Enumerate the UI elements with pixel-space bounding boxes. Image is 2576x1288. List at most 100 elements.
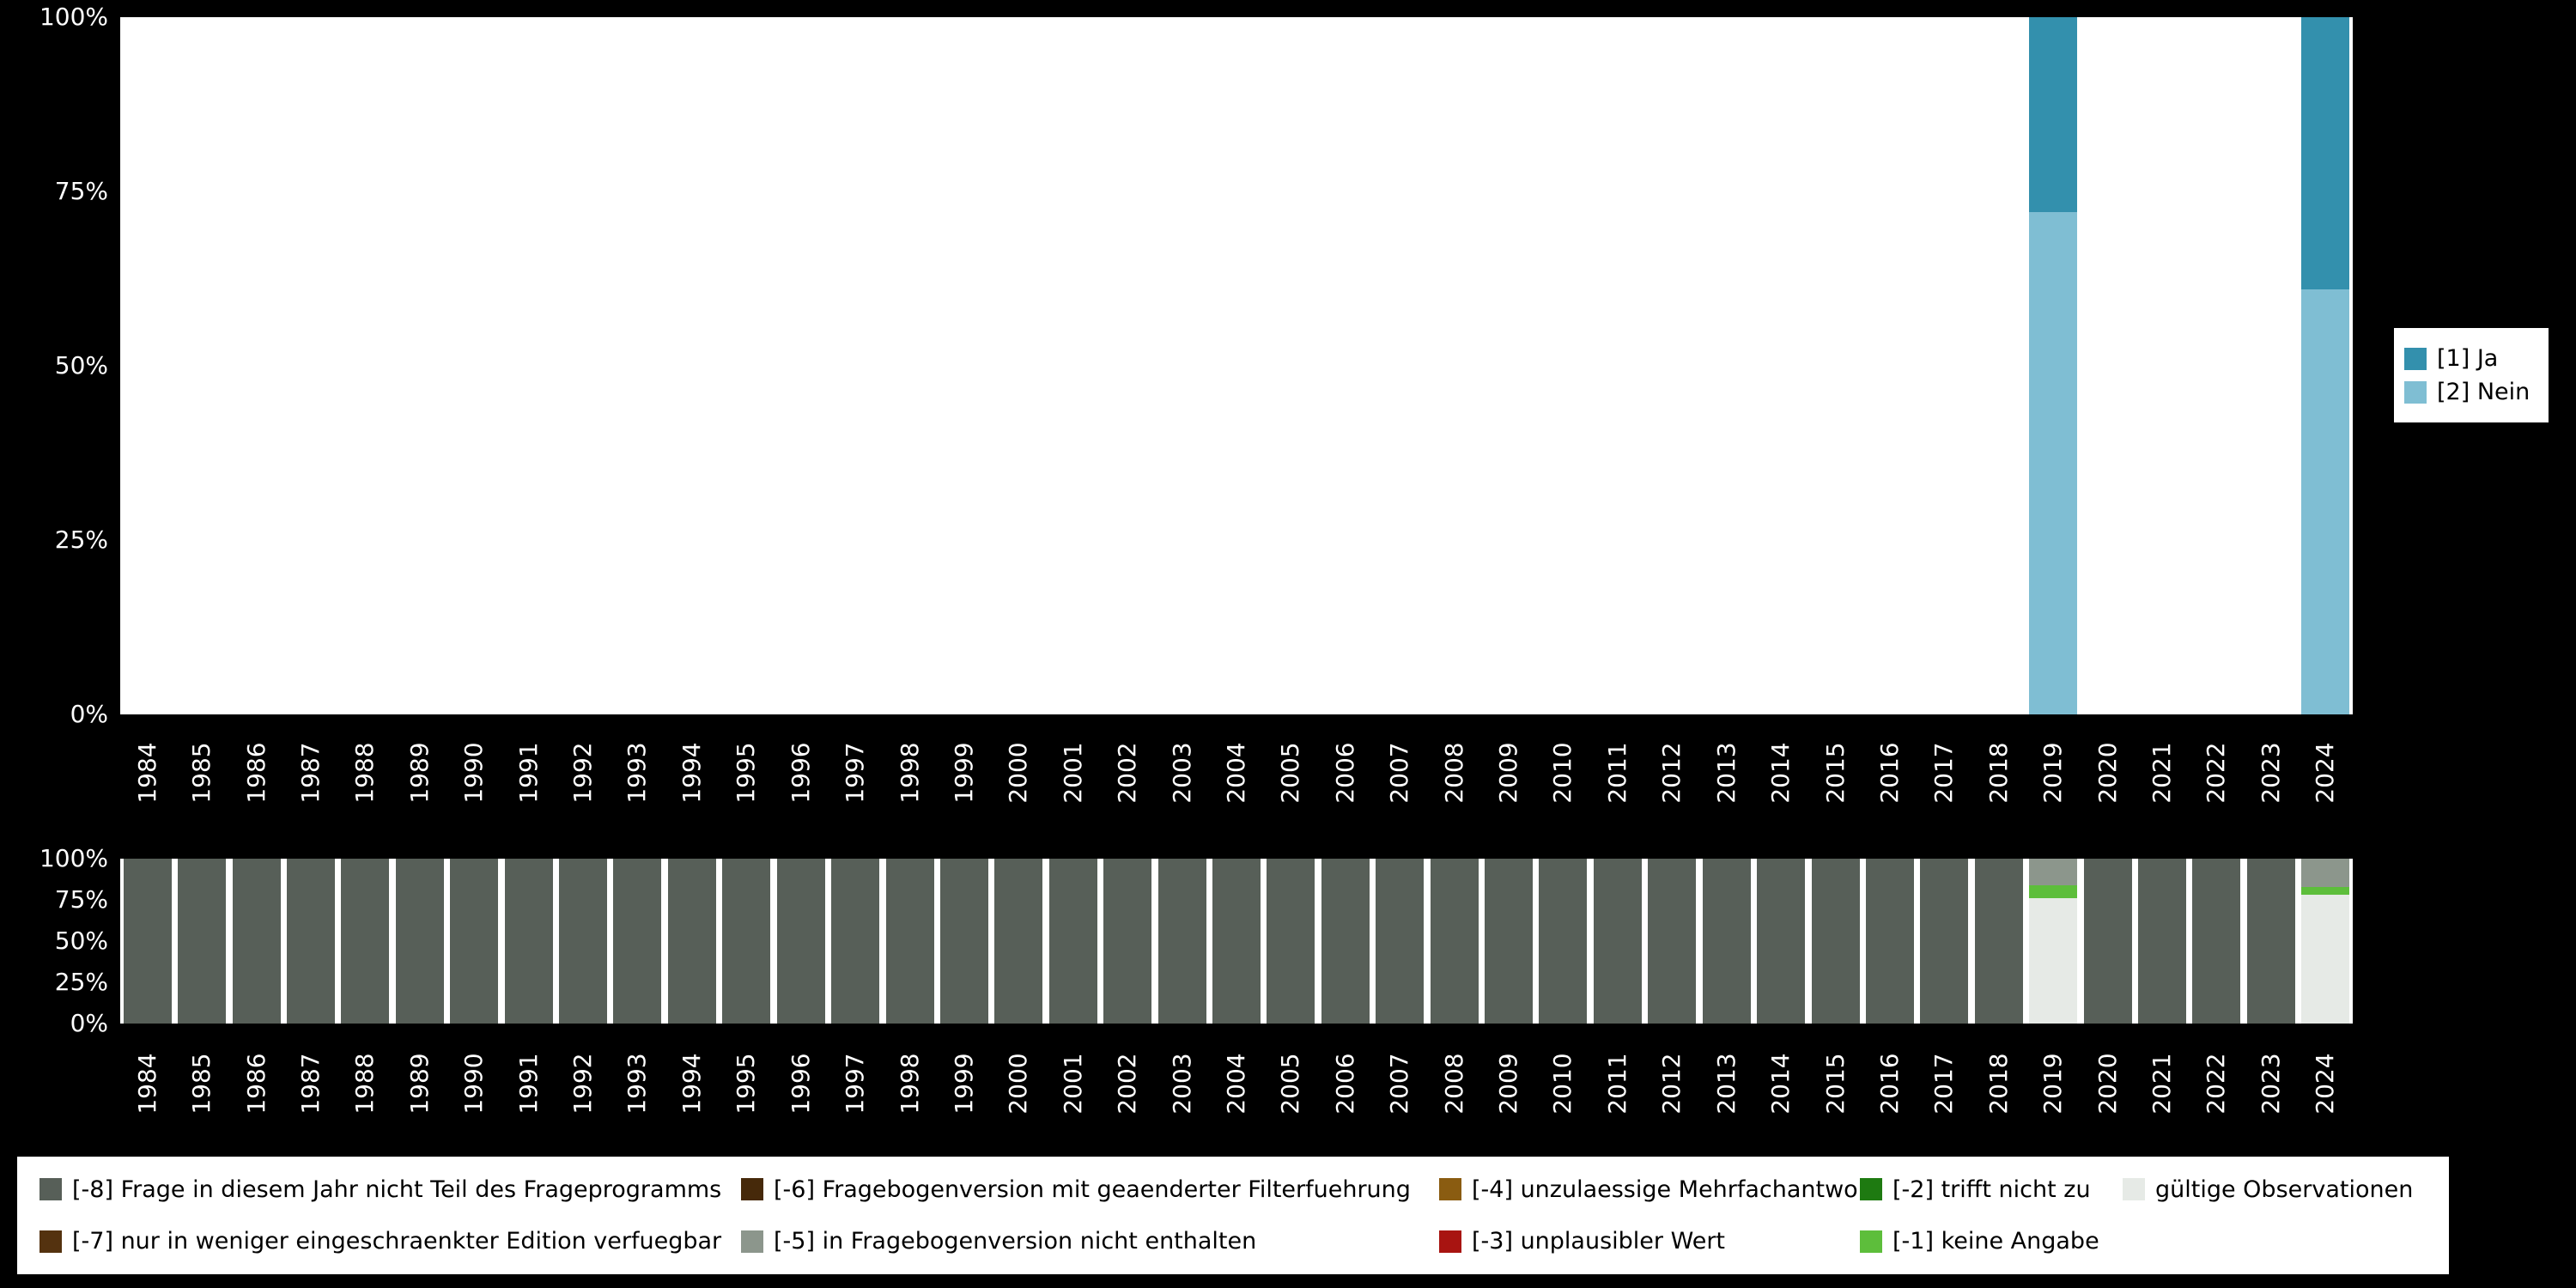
missings-legend-label: [-5] in Fragebogenversion nicht enthalte… (774, 1228, 1257, 1255)
x-axis-tick-label: 2020 (2093, 1053, 2122, 1115)
missings-legend-label: [-2] trifft nicht zu (1893, 1176, 2091, 1203)
y-axis-tick-label: 50% (54, 927, 108, 955)
bar-segment (123, 859, 172, 1024)
x-axis-tick-label: 1997 (841, 1053, 870, 1115)
answers-plot-area (120, 17, 2353, 714)
bar-segment (885, 859, 934, 1024)
x-axis-tick-label: 2006 (1330, 1053, 1359, 1115)
bar-segment (2192, 859, 2241, 1024)
missings-plot-area (120, 859, 2353, 1024)
x-axis-tick-label: 1988 (350, 742, 380, 804)
x-axis-tick-label: 1992 (568, 742, 598, 804)
x-axis-tick-label: 1989 (404, 1053, 434, 1115)
bar-segment (1321, 859, 1370, 1024)
x-axis-tick-label: 1998 (895, 742, 924, 804)
bar-segment (1212, 859, 1261, 1024)
missings-legend-item: gültige Observationen (2123, 1176, 2427, 1203)
x-axis-tick-label: 2014 (1766, 1053, 1795, 1115)
x-axis-tick-label: 2012 (1657, 1053, 1686, 1115)
bar-segment (2083, 859, 2132, 1024)
x-axis-tick-label: 2012 (1657, 742, 1686, 804)
missings-legend: [-8] Frage in diesem Jahr nicht Teil des… (17, 1157, 2449, 1274)
x-axis-tick-label: 1988 (350, 1053, 380, 1115)
answers-legend-item: [2] Nein (2404, 379, 2538, 405)
x-axis-tick-label: 2016 (1874, 1053, 1904, 1115)
missings-legend-item: [-7] nur in weniger eingeschraenkter Edi… (39, 1228, 741, 1255)
x-axis-tick-label: 2022 (2202, 1053, 2231, 1115)
x-axis-tick-label: 1987 (295, 1053, 325, 1115)
bar-segment (776, 859, 825, 1024)
bar-segment (1757, 859, 1806, 1024)
x-axis-tick-label: 1993 (623, 1053, 652, 1115)
bar-segment (1539, 859, 1588, 1024)
x-axis-tick-label: 1994 (677, 1053, 706, 1115)
bar-segment (831, 859, 880, 1024)
x-axis-tick-label: 2001 (1058, 742, 1087, 804)
missings-legend-label: [-6] Fragebogenversion mit geaenderter F… (774, 1176, 1411, 1203)
legend-swatch-icon (2123, 1178, 2145, 1201)
x-axis-tick-label: 1999 (949, 742, 978, 804)
x-axis-tick-label: 2000 (1004, 742, 1033, 804)
x-axis-tick-label: 1987 (295, 742, 325, 804)
missings-legend-label: [-3] unplausibler Wert (1472, 1228, 1726, 1255)
answers-legend: [1] Ja [2] Nein (2394, 328, 2549, 422)
x-axis-tick-label: 2015 (1820, 1053, 1850, 1115)
missings-legend-label: gültige Observationen (2155, 1176, 2414, 1203)
x-axis-tick-label: 1999 (949, 1053, 978, 1115)
bar-segment (559, 859, 608, 1024)
bar-segment (1376, 859, 1425, 1024)
bar-segment (504, 859, 553, 1024)
y-axis-tick-label: 75% (54, 177, 108, 205)
missings-legend-item: [-5] in Fragebogenversion nicht enthalte… (741, 1228, 1439, 1255)
x-axis-tick-label: 2004 (1222, 1053, 1250, 1115)
x-axis-tick-label: 2017 (1929, 1053, 1959, 1115)
x-axis-tick-label: 2018 (1984, 742, 2013, 804)
legend-swatch-icon (39, 1178, 62, 1201)
legend-swatch-icon (1860, 1230, 1882, 1253)
bar-segment (1048, 859, 1097, 1024)
y-axis-tick-label: 100% (39, 844, 108, 872)
x-axis-tick-label: 2003 (1167, 1053, 1196, 1115)
x-axis-tick-label: 2006 (1330, 742, 1359, 804)
legend-swatch-icon (741, 1178, 763, 1201)
x-axis-tick-label: 1991 (513, 1053, 543, 1115)
x-axis-tick-label: 1997 (841, 742, 870, 804)
bar-segment (1430, 859, 1479, 1024)
missings-legend-item: [-4] unzulaessige Mehrfachantwort (1439, 1176, 1876, 1203)
bar-segment (395, 859, 444, 1024)
x-axis-tick-label: 1985 (187, 742, 216, 804)
bar-segment (341, 859, 390, 1024)
bar-segment (2029, 859, 2078, 885)
bar-segment (1702, 859, 1751, 1024)
x-axis-tick-label: 1984 (132, 1053, 161, 1115)
x-axis-tick-label: 1990 (459, 742, 489, 804)
x-axis-tick-label: 2014 (1766, 742, 1795, 804)
x-axis-tick-label: 1991 (513, 742, 543, 804)
legend-swatch-icon (2404, 347, 2427, 370)
x-axis-tick-label: 2011 (1602, 742, 1631, 804)
bar-segment (939, 859, 988, 1024)
x-axis-tick-label: 2013 (1711, 1053, 1741, 1115)
bar-segment (1865, 859, 1914, 1024)
answers-legend-item: [1] Ja (2404, 345, 2538, 372)
answers-legend-label: [1] Ja (2437, 345, 2499, 372)
x-axis-tick-label: 1992 (568, 1053, 598, 1115)
bar-segment (2301, 289, 2350, 714)
bar-segment (450, 859, 499, 1024)
x-axis-tick-label: 2009 (1494, 742, 1523, 804)
x-axis-tick-label: 2015 (1820, 742, 1850, 804)
y-axis-tick-label: 75% (54, 885, 108, 914)
x-axis-tick-label: 2024 (2311, 742, 2340, 804)
x-axis-tick-label: 2005 (1276, 742, 1305, 804)
x-axis-tick-label: 2019 (2038, 742, 2068, 804)
x-axis-tick-label: 2007 (1385, 1053, 1414, 1115)
x-axis-tick-label: 1996 (786, 742, 815, 804)
x-axis-tick-label: 2013 (1711, 742, 1741, 804)
missings-legend-item: [-1] keine Angabe (1860, 1228, 2123, 1255)
y-axis-tick-label: 50% (54, 351, 108, 380)
missings-legend-item: [-8] Frage in diesem Jahr nicht Teil des… (39, 1176, 741, 1203)
x-axis-tick-label: 2011 (1602, 1053, 1631, 1115)
bar-segment (286, 859, 335, 1024)
x-axis-tick-label: 2018 (1984, 1053, 2013, 1115)
